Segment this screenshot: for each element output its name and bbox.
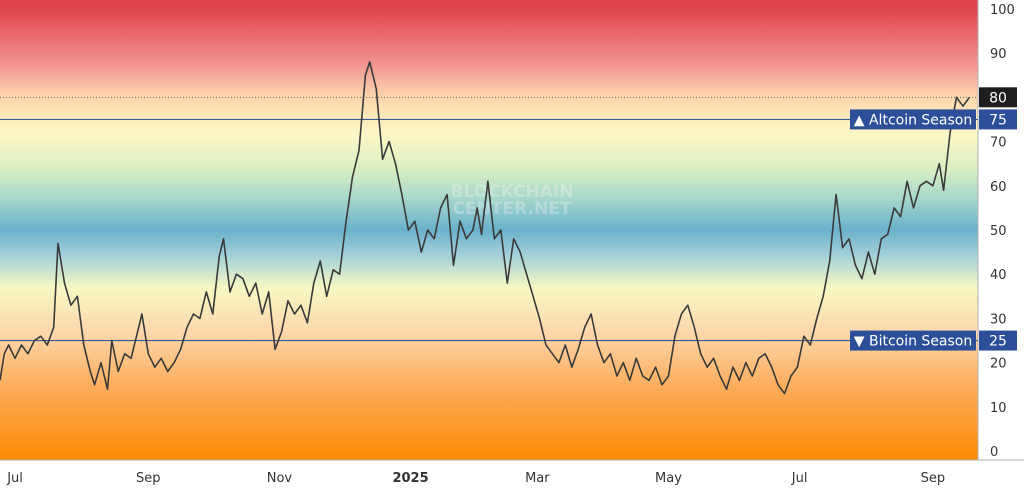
bitcoin-value-text: 25 xyxy=(989,334,1007,350)
bitcoin-label-box xyxy=(850,330,976,351)
y-tick-label: 10 xyxy=(990,401,1007,416)
y-tick-label: 100 xyxy=(990,3,1015,18)
series-line xyxy=(0,61,971,395)
x-tick-label: May xyxy=(655,471,682,486)
current-value-box xyxy=(979,87,1017,108)
bitcoin-label-text: ▼ Bitcoin Season xyxy=(854,334,973,350)
y-tick-label: 40 xyxy=(990,268,1007,283)
threshold-lines xyxy=(0,118,978,342)
y-tick-label: 50 xyxy=(990,224,1007,239)
altcoin-label-box xyxy=(850,109,976,130)
x-axis-ticks: Jul Sep Nov 2025 Mar May Jul Sep xyxy=(6,471,945,486)
x-tick-label: Nov xyxy=(267,471,293,486)
watermark: BLOCKCHAIN CENTER.NET xyxy=(451,182,574,219)
altcoin-season-label: ▲ Altcoin Season 75 xyxy=(850,109,1017,130)
bitcoin-value-box xyxy=(979,330,1017,351)
x-tick-label: 2025 xyxy=(392,471,428,486)
y-tick-label: 60 xyxy=(990,180,1007,195)
x-tick-label: Jul xyxy=(6,471,23,486)
y-tick-label: 0 xyxy=(990,445,998,460)
y-tick-label: 70 xyxy=(990,136,1007,151)
current-value-label: 80 xyxy=(979,87,1017,108)
watermark-line-1: BLOCKCHAIN xyxy=(451,182,574,202)
watermark-line-2: CENTER.NET xyxy=(453,199,572,219)
y-tick-label: 30 xyxy=(990,312,1007,327)
y-axis-panel xyxy=(978,0,1024,460)
y-tick-label: 90 xyxy=(990,47,1007,62)
x-tick-label: Mar xyxy=(525,471,550,486)
y-tick-label: 20 xyxy=(990,357,1007,372)
bitcoin-season-label: ▼ Bitcoin Season 25 xyxy=(850,330,1017,351)
altcoin-label-text: ▲ Altcoin Season xyxy=(854,112,972,128)
altcoin-value-box xyxy=(979,109,1017,130)
current-value-text: 80 xyxy=(989,90,1007,106)
x-axis-panel xyxy=(0,460,1024,488)
altcoin-value-text: 75 xyxy=(989,112,1007,128)
x-tick-label: Sep xyxy=(136,471,161,486)
x-tick-label: Sep xyxy=(921,471,946,486)
x-tick-label: Jul xyxy=(791,471,808,486)
plot-background xyxy=(0,0,978,460)
